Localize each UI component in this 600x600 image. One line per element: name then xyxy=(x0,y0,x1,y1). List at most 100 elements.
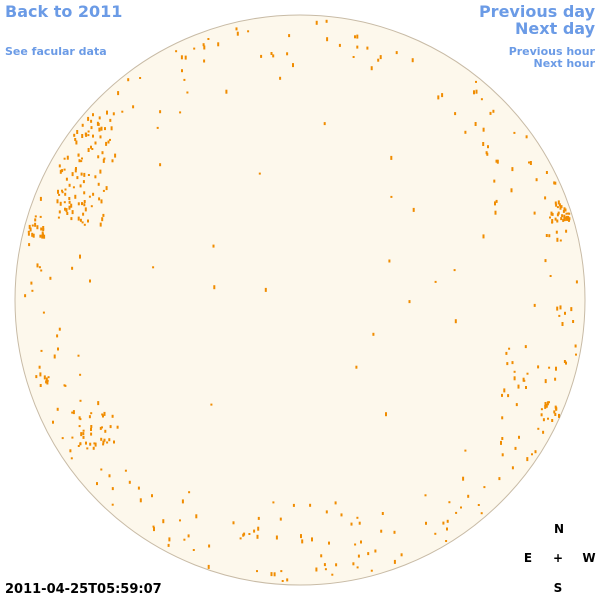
facula xyxy=(92,446,95,450)
facula xyxy=(495,199,498,203)
facula xyxy=(98,127,101,132)
facula xyxy=(411,58,414,63)
facula xyxy=(551,419,554,422)
facula xyxy=(175,50,178,53)
facula xyxy=(544,379,547,384)
faculae xyxy=(24,19,578,582)
facula xyxy=(110,126,113,131)
facula xyxy=(100,199,103,204)
facula xyxy=(40,227,43,231)
facula xyxy=(208,544,211,548)
facula xyxy=(68,200,71,204)
facula xyxy=(554,377,557,381)
facula xyxy=(71,266,74,270)
facula xyxy=(562,209,565,213)
facula xyxy=(390,155,393,160)
facula xyxy=(567,215,570,219)
facula xyxy=(335,563,338,567)
facula xyxy=(71,436,74,439)
facula xyxy=(70,217,73,221)
facula xyxy=(114,153,117,158)
facula xyxy=(286,578,289,582)
facula xyxy=(94,175,97,179)
facula xyxy=(487,145,489,149)
facula xyxy=(395,51,398,55)
facula xyxy=(551,212,554,216)
facula xyxy=(522,377,525,382)
facula xyxy=(100,126,103,131)
facula xyxy=(63,157,66,160)
facular-link[interactable]: See facular data xyxy=(5,45,107,58)
facula xyxy=(323,122,326,126)
facula xyxy=(370,569,373,572)
facula xyxy=(390,195,393,198)
facula xyxy=(85,441,87,445)
facula xyxy=(264,287,267,292)
facula xyxy=(514,446,517,450)
facula xyxy=(517,384,520,389)
facula xyxy=(207,38,210,40)
facula xyxy=(270,52,273,55)
facula xyxy=(534,450,537,454)
facula xyxy=(482,142,485,146)
facula xyxy=(501,416,504,420)
facula xyxy=(39,372,42,377)
facula xyxy=(188,491,191,494)
facula xyxy=(105,186,108,191)
facula xyxy=(236,31,239,36)
facula xyxy=(202,43,205,47)
facula xyxy=(256,534,259,539)
facula xyxy=(96,482,98,486)
facula xyxy=(181,499,184,504)
facula xyxy=(475,89,478,94)
facula xyxy=(485,151,488,155)
next-hour-link[interactable]: Next hour xyxy=(533,57,596,70)
facula xyxy=(79,254,81,259)
facula xyxy=(437,95,440,100)
back-link[interactable]: Back to 2011 xyxy=(5,2,123,21)
facula xyxy=(358,521,361,525)
facula xyxy=(90,205,93,208)
facula xyxy=(537,365,540,369)
facula xyxy=(549,275,552,277)
facula xyxy=(311,537,313,542)
facula xyxy=(81,134,84,138)
facula xyxy=(575,280,578,284)
facula xyxy=(97,401,100,406)
facula xyxy=(446,519,449,523)
facula xyxy=(179,111,182,114)
previous-day-link[interactable]: Previous day xyxy=(478,2,595,21)
facula xyxy=(90,432,93,436)
facula xyxy=(101,426,103,429)
facula xyxy=(97,182,100,186)
facula xyxy=(64,384,67,387)
facula xyxy=(549,216,551,219)
facula xyxy=(501,393,503,397)
facula xyxy=(109,425,112,429)
facula xyxy=(328,541,330,545)
next-day-link[interactable]: Next day xyxy=(515,19,595,38)
facula xyxy=(41,234,44,239)
previous-hour-link[interactable]: Previous hour xyxy=(508,45,595,58)
facula xyxy=(49,276,52,280)
facula xyxy=(98,116,101,120)
facula xyxy=(102,189,105,192)
facula xyxy=(425,521,427,525)
facula xyxy=(563,214,566,219)
facula xyxy=(137,486,140,490)
facula xyxy=(90,126,93,130)
facula xyxy=(102,158,105,163)
facula xyxy=(340,513,343,517)
facula xyxy=(111,414,114,418)
facula xyxy=(207,564,210,569)
facula xyxy=(81,202,83,206)
facula xyxy=(546,401,549,406)
facula xyxy=(511,466,514,470)
facula xyxy=(352,56,355,58)
facula xyxy=(124,469,127,472)
facula xyxy=(555,203,558,207)
facula xyxy=(38,365,41,369)
facula xyxy=(548,366,551,369)
facula xyxy=(464,130,467,134)
